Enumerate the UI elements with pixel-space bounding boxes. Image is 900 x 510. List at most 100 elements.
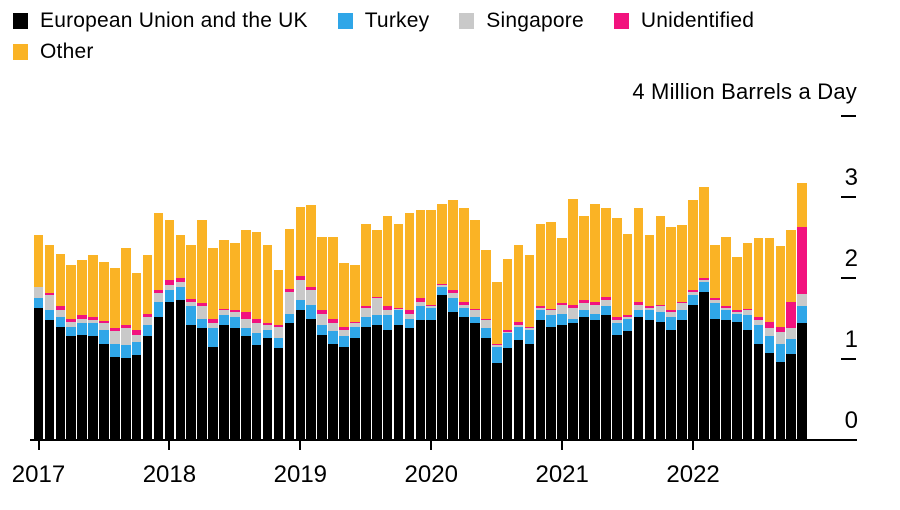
bar-2019-03	[317, 236, 327, 440]
segment-eu-uk	[557, 324, 567, 440]
segment-eu-uk	[666, 329, 677, 440]
segment-turkey	[568, 318, 578, 324]
x-tick-2020	[430, 441, 433, 450]
segment-eu-uk	[262, 337, 273, 440]
segment-unidentified	[404, 310, 415, 314]
y-tick-2	[841, 277, 856, 279]
segment-unidentified	[688, 290, 698, 292]
segment-other	[284, 228, 295, 289]
segment-unidentified	[426, 304, 437, 307]
segment-other	[568, 198, 578, 305]
bar-2017-06	[88, 255, 98, 440]
segment-other	[55, 253, 66, 307]
segment-other	[426, 210, 437, 305]
segment-other	[459, 208, 469, 302]
bar-2017-02	[44, 244, 55, 440]
segment-turkey	[208, 328, 218, 347]
segment-unidentified	[666, 310, 677, 313]
segment-other	[579, 216, 589, 300]
bar-2022-01	[688, 200, 698, 440]
segment-unidentified	[273, 325, 284, 327]
bar-2021-06	[611, 218, 622, 440]
segment-unidentified	[120, 325, 131, 329]
segment-singapore	[393, 308, 404, 311]
segment-other	[448, 200, 458, 291]
segment-other	[262, 244, 273, 324]
segment-turkey	[764, 336, 775, 353]
segment-eu-uk	[775, 362, 786, 440]
y-tick-label-1: 1	[844, 326, 858, 353]
segment-turkey	[99, 329, 109, 344]
segment-eu-uk	[153, 316, 164, 440]
segment-singapore	[557, 304, 567, 314]
bar-2020-06	[481, 249, 491, 440]
segment-turkey	[611, 323, 622, 335]
segment-other	[142, 255, 153, 314]
bar-2017-07	[99, 261, 109, 440]
segment-other	[361, 223, 371, 307]
segment-turkey	[677, 310, 687, 321]
segment-turkey	[164, 290, 175, 302]
segment-other	[688, 200, 698, 291]
segment-eu-uk	[164, 301, 175, 440]
bar-2022-02	[699, 186, 709, 440]
eu-uk-swatch-icon	[13, 13, 28, 29]
legend-label-eu-uk: European Union and the UK	[40, 9, 308, 32]
segment-eu-uk	[339, 346, 349, 440]
bar-2018-08	[240, 230, 251, 440]
segment-turkey	[186, 306, 197, 325]
bar-2018-06	[219, 239, 229, 440]
segment-unidentified	[175, 278, 186, 283]
bar-2020-01	[426, 210, 437, 440]
segment-singapore	[491, 345, 502, 347]
segment-eu-uk	[240, 336, 251, 440]
segment-singapore	[470, 310, 480, 317]
segment-unidentified	[622, 315, 633, 317]
segment-unidentified	[611, 316, 622, 321]
segment-other	[655, 216, 666, 305]
segment-other	[502, 258, 513, 330]
segment-other	[524, 255, 535, 327]
segment-singapore	[764, 328, 775, 337]
segment-turkey	[120, 345, 131, 359]
bar-2017-11	[142, 255, 153, 440]
bar-2021-09	[644, 235, 655, 440]
segment-eu-uk	[568, 323, 578, 440]
unidentified-swatch-icon	[613, 13, 629, 29]
segment-eu-uk	[590, 320, 600, 440]
x-tick-label-2019: 2019	[273, 461, 328, 488]
bar-2019-01	[295, 206, 306, 440]
segment-singapore	[240, 318, 251, 329]
segment-turkey	[153, 302, 164, 317]
segment-turkey	[437, 286, 447, 296]
segment-other	[110, 268, 120, 329]
bar-2021-10	[655, 216, 666, 440]
segment-eu-uk	[448, 312, 458, 440]
segment-eu-uk	[251, 345, 262, 440]
bar-2021-04	[590, 203, 600, 440]
segment-other	[699, 186, 709, 279]
segment-singapore	[306, 290, 317, 305]
segment-unidentified	[753, 316, 764, 321]
segment-eu-uk	[66, 336, 77, 440]
segment-eu-uk	[361, 326, 371, 440]
segment-turkey	[775, 343, 786, 363]
segment-unidentified	[328, 318, 338, 324]
segment-singapore	[426, 306, 437, 308]
segment-singapore	[186, 301, 197, 307]
segment-eu-uk	[611, 334, 622, 440]
segment-turkey	[491, 346, 502, 364]
segment-other	[164, 219, 175, 280]
segment-turkey	[699, 282, 709, 292]
segment-turkey	[44, 310, 55, 321]
segment-other	[186, 244, 197, 300]
segment-unidentified	[644, 306, 655, 308]
bar-2020-05	[470, 219, 480, 440]
bar-2020-07	[491, 282, 502, 440]
bar-2022-08	[764, 238, 775, 440]
segment-unidentified	[371, 296, 382, 299]
segment-other	[557, 238, 567, 304]
segment-unidentified	[546, 308, 557, 311]
segment-unidentified	[481, 318, 491, 321]
bar-2017-12	[153, 213, 164, 440]
